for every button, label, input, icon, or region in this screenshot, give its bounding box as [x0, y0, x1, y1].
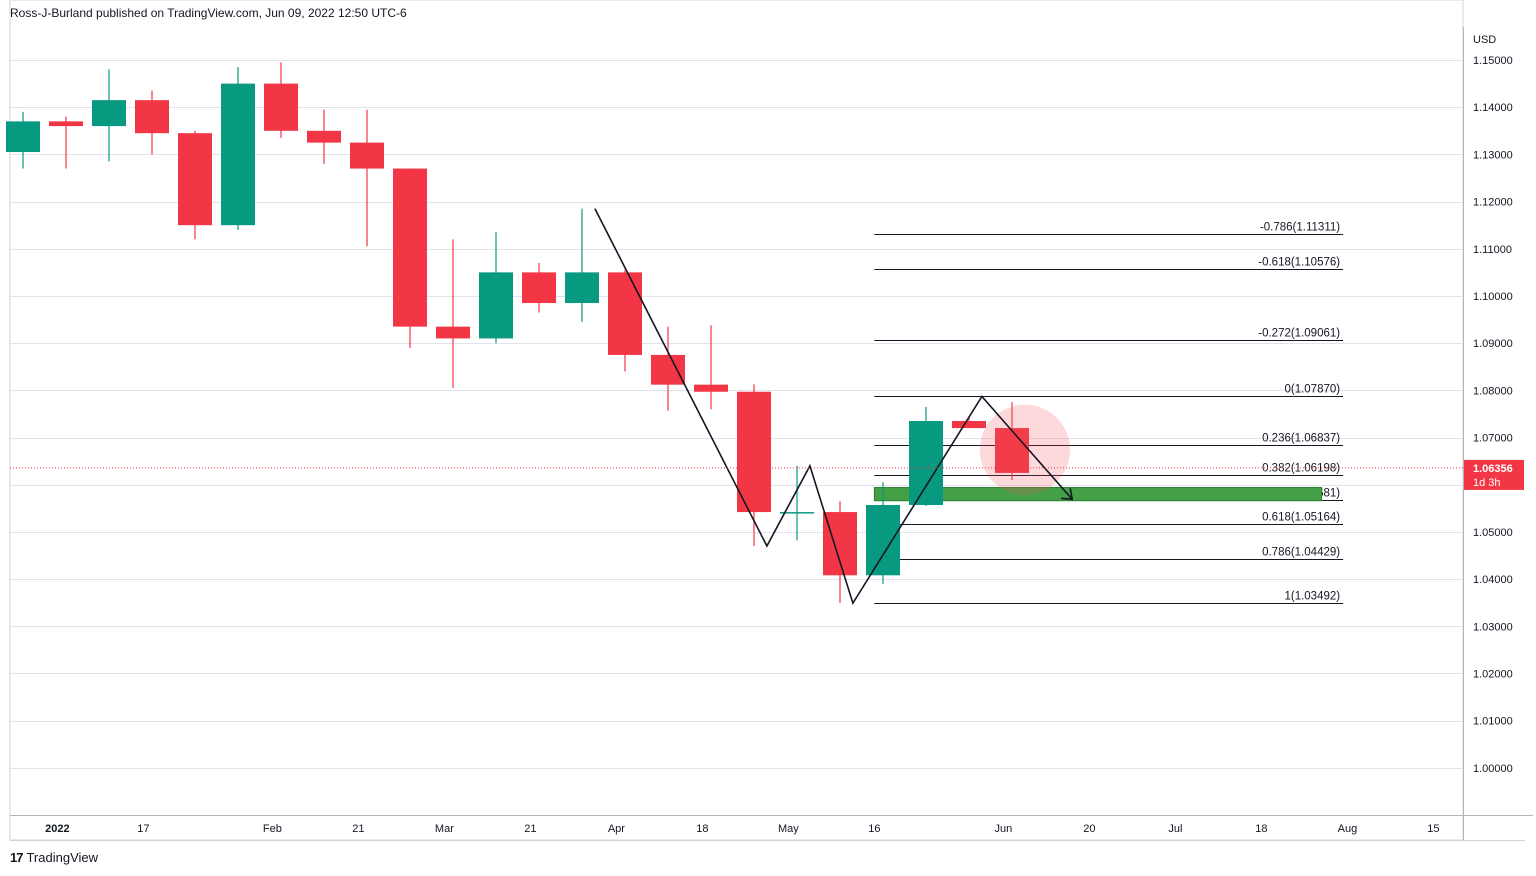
x-tick-label-2: Feb [263, 823, 282, 835]
candle-body-9 [393, 168, 427, 327]
zigzag-projection[interactable] [594, 208, 1074, 606]
candle-body-3 [135, 100, 169, 134]
x-tick-label-13: 18 [1255, 823, 1267, 835]
candle-body-23 [995, 428, 1029, 473]
fib-label--0.786: -0.786(1.11311) [1260, 222, 1340, 234]
last-price-marker: 1.06356 1d 3h [10, 459, 1524, 490]
candle-body-14 [608, 272, 642, 355]
brand-label: TradingView [26, 850, 99, 865]
candle-body-0 [6, 121, 40, 153]
candle-body-21 [909, 421, 943, 505]
y-tick-label-7: 1.07000 [1473, 433, 1513, 445]
fib-label--0.272: -0.272(1.09061) [1258, 328, 1340, 340]
candle-body-19 [823, 512, 857, 576]
y-tick-label-8: 1.08000 [1473, 385, 1513, 397]
y-tick-label-2: 1.02000 [1473, 668, 1513, 680]
last-price-badge [1464, 459, 1524, 490]
last-price-label: 1.06356 [1473, 463, 1513, 475]
currency-label: USD [1473, 34, 1496, 46]
arrow-head-icon [1061, 488, 1074, 501]
candle-body-5 [221, 83, 255, 226]
y-tick-label-1: 1.01000 [1473, 716, 1513, 728]
candle-body-17 [737, 391, 771, 513]
y-tick-label-5: 1.05000 [1473, 527, 1513, 539]
candle-body-11 [479, 272, 513, 339]
tradingview-branding[interactable]: 17 TradingView [10, 850, 98, 865]
tradingview-logo-icon: 17 [10, 850, 24, 865]
candlestick-series [6, 62, 1029, 604]
bar-countdown-label: 1d 3h [1473, 477, 1501, 489]
price-axis[interactable]: USD 1.00000 1.01000 1.02000 1.03000 1.04000 1.… [1473, 34, 1513, 775]
x-tick-label-15: 15 [1427, 823, 1439, 835]
x-tick-label-0: 2022 [45, 823, 69, 835]
x-tick-label-6: Apr [608, 823, 625, 835]
x-tick-label-8: May [778, 823, 799, 835]
fib-label-0.236: 0.236(1.06837) [1262, 433, 1340, 445]
publisher-caption: Ross-J-Burland published on TradingView.… [10, 6, 407, 20]
x-tick-label-12: Jul [1168, 823, 1182, 835]
fib-label-0.618: 0.618(1.05164) [1262, 512, 1340, 524]
y-tick-label-9: 1.09000 [1473, 338, 1513, 350]
y-tick-label-14: 1.14000 [1473, 102, 1513, 114]
y-tick-label-12: 1.12000 [1473, 197, 1513, 209]
x-tick-label-4: Mar [435, 823, 454, 835]
fib-label-0.786: 0.786(1.04429) [1262, 547, 1340, 559]
x-tick-label-3: 21 [352, 823, 364, 835]
fib-label--0.618: -0.618(1.10576) [1258, 257, 1340, 269]
zone-rect[interactable] [873, 487, 1323, 502]
candle-body-10 [436, 326, 470, 339]
candle-body-16 [694, 384, 728, 392]
candle-body-2 [92, 100, 126, 127]
candle-body-12 [522, 272, 556, 304]
fib-label-1: 1(1.03492) [1284, 591, 1340, 603]
x-tick-label-10: Jun [995, 823, 1013, 835]
y-tick-label-0: 1.00000 [1473, 763, 1513, 775]
x-tick-label-11: 20 [1083, 823, 1095, 835]
support-zone[interactable] [873, 487, 1323, 502]
fib-label-0.382: 0.382(1.06198) [1262, 463, 1340, 475]
grid-lines [9, 0, 1533, 841]
x-tick-label-7: 18 [696, 823, 708, 835]
candle-body-20 [866, 504, 900, 576]
candle-body-22 [952, 421, 986, 429]
y-tick-label-15: 1.15000 [1473, 55, 1513, 67]
candle-body-18 [780, 512, 814, 514]
time-axis[interactable]: 2022 17 Feb 21 Mar 21 Apr 18 May 16 Jun 20 Jul 18 Aug 1… [45, 823, 1439, 835]
x-tick-label-1: 17 [137, 823, 149, 835]
candle-body-1 [49, 121, 83, 127]
y-tick-label-4: 1.04000 [1473, 574, 1513, 586]
fib-label-0: 0(1.07870) [1284, 384, 1340, 396]
x-tick-label-5: 21 [524, 823, 536, 835]
y-tick-label-11: 1.11000 [1473, 244, 1512, 256]
candle-body-4 [178, 133, 212, 226]
fibonacci-retracement[interactable]: -0.786(1.11311) -0.618(1.10576) -0.272(1.0… [874, 222, 1344, 604]
y-tick-label-10: 1.10000 [1473, 291, 1513, 303]
candle-body-8 [350, 142, 384, 169]
x-tick-label-14: Aug [1338, 823, 1358, 835]
candle-body-13 [565, 272, 599, 304]
x-tick-label-9: 16 [868, 823, 880, 835]
candle-body-6 [264, 83, 298, 131]
zigzag-line[interactable] [594, 208, 1073, 606]
candle-body-15 [651, 354, 685, 385]
y-tick-label-13: 1.13000 [1473, 149, 1513, 161]
y-tick-label-3: 1.03000 [1473, 621, 1513, 633]
candle-body-7 [307, 130, 341, 143]
